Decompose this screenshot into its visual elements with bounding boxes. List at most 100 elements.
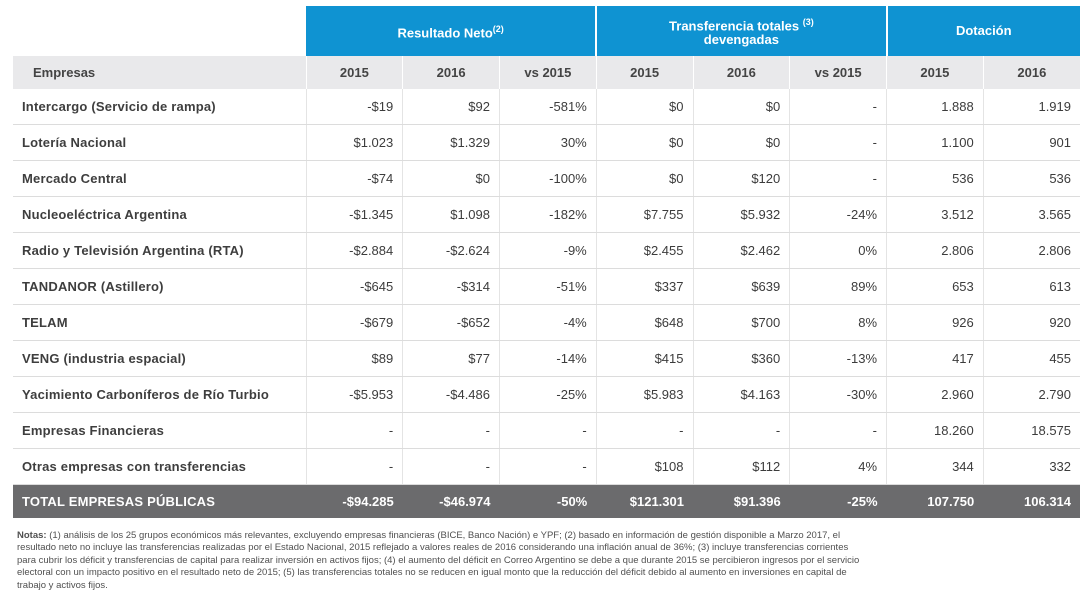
row-value-cell: -$2.624 [402, 232, 500, 269]
header-spacer [13, 6, 306, 56]
row-value-cell: $89 [305, 340, 403, 377]
row-value-cell: $0 [402, 160, 500, 197]
footnotes: Notas: (1) análisis de los 25 grupos eco… [17, 530, 867, 592]
table-row: Radio y Televisión Argentina (RTA) -$2.88… [13, 232, 1081, 269]
column-header: 2015 [305, 56, 403, 89]
row-value-cell: 1.888 [886, 89, 984, 125]
row-company-name: Nucleoeléctrica Argentina [13, 196, 306, 233]
row-value-cell: $77 [402, 340, 500, 377]
row-value-cell: $360 [692, 340, 790, 377]
row-value-cell: - [499, 412, 597, 449]
row-value-cell: 2.806 [886, 232, 984, 269]
row-value-cell: $0 [595, 160, 693, 197]
row-value-cell: 89% [789, 268, 887, 305]
row-value-cell: -$5.953 [305, 376, 403, 413]
table-row: Intercargo (Servicio de rampa) -$19 $92 -58… [13, 89, 1081, 125]
row-company-name: Empresas Financieras [13, 412, 306, 449]
row-value-cell: 332 [982, 448, 1081, 485]
row-value-cell: $112 [692, 448, 790, 485]
row-value-cell: -581% [499, 89, 597, 125]
row-value-cell: - [402, 448, 500, 485]
row-value-cell: -$74 [305, 160, 403, 197]
row-value-cell: $0 [595, 89, 693, 125]
row-value-cell: $0 [595, 124, 693, 161]
table-row: VENG (industria espacial) $89 $77 -14% $415 $… [13, 340, 1081, 377]
row-value-cell: $7.755 [595, 196, 693, 233]
results-table: Resultado Neto(2) Transferencia totales … [13, 6, 1081, 518]
row-value-cell: $1.098 [402, 196, 500, 233]
header-resultado-neto-note: (2) [492, 23, 504, 34]
row-company-name: TELAM [13, 304, 306, 341]
row-value-cell: -51% [499, 268, 597, 305]
table-row: TELAM -$679 -$652 -4% $648 $700 8% 926 920 [13, 304, 1081, 341]
total-cell: $91.396 [693, 484, 790, 518]
row-value-cell: 1.100 [886, 124, 984, 161]
table-body: Intercargo (Servicio de rampa) -$19 $92 -58… [13, 89, 1081, 485]
total-row: TOTAL EMPRESAS PÚBLICAS -$94.285 -$46.97… [13, 484, 1081, 518]
total-cell: -25% [789, 484, 887, 518]
column-header: 2016 [982, 56, 1081, 89]
row-value-cell: 653 [886, 268, 984, 305]
row-value-cell: 536 [886, 160, 984, 197]
table-row: Mercado Central -$74 $0 -100% $0 $120-536 536 [13, 160, 1081, 197]
row-company-name: Intercargo (Servicio de rampa) [13, 89, 306, 125]
column-header: 2015 [595, 56, 693, 89]
row-value-cell: $639 [692, 268, 790, 305]
row-value-cell: $4.163 [692, 376, 790, 413]
row-company-name: VENG (industria espacial) [13, 340, 306, 377]
row-value-cell: $5.983 [595, 376, 693, 413]
row-value-cell: -14% [499, 340, 597, 377]
row-value-cell: $415 [595, 340, 693, 377]
row-value-cell: - [305, 412, 403, 449]
column-header-empresas: Empresas [13, 56, 306, 89]
footnotes-text: (1) análisis de los 25 grupos económicos… [17, 530, 860, 591]
row-value-cell: $0 [692, 124, 790, 161]
row-value-cell: - [789, 412, 887, 449]
row-value-cell: 920 [982, 304, 1081, 341]
row-value-cell: $700 [692, 304, 790, 341]
row-company-name: Otras empresas con transferencias [13, 448, 306, 485]
row-value-cell: - [789, 89, 887, 125]
header-dotacion: Dotación [885, 6, 1081, 56]
row-value-cell: - [499, 448, 597, 485]
total-cell: -$94.285 [306, 484, 403, 518]
row-value-cell: - [692, 412, 790, 449]
row-value-cell: $108 [595, 448, 693, 485]
row-value-cell: - [595, 412, 693, 449]
row-value-cell: -30% [789, 376, 887, 413]
row-value-cell: -$19 [305, 89, 403, 125]
row-value-cell: 1.919 [982, 89, 1081, 125]
table-row: Nucleoeléctrica Argentina -$1.345 $1.098 -1… [13, 196, 1081, 233]
total-cell: -$46.974 [402, 484, 500, 518]
row-value-cell: 344 [886, 448, 984, 485]
row-value-cell: $2.462 [692, 232, 790, 269]
row-value-cell: 2.960 [886, 376, 984, 413]
row-value-cell: 3.512 [886, 196, 984, 233]
column-header: 2016 [402, 56, 500, 89]
row-value-cell: $0 [692, 89, 790, 125]
row-value-cell: -$314 [402, 268, 500, 305]
row-value-cell: $1.329 [402, 124, 500, 161]
total-cell: 107.750 [886, 484, 984, 518]
row-value-cell: $120 [692, 160, 790, 197]
total-cell: 106.314 [983, 484, 1081, 518]
total-row-label: TOTAL EMPRESAS PÚBLICAS [13, 484, 306, 518]
row-company-name: Radio y Televisión Argentina (RTA) [13, 232, 306, 269]
row-value-cell: 2.806 [982, 232, 1081, 269]
column-header: 2015 [886, 56, 984, 89]
row-value-cell: $337 [595, 268, 693, 305]
row-value-cell: - [789, 160, 887, 197]
row-value-cell: - [305, 448, 403, 485]
row-value-cell: - [789, 124, 887, 161]
row-value-cell: -$2.884 [305, 232, 403, 269]
row-value-cell: -$652 [402, 304, 500, 341]
row-company-name: Lotería Nacional [13, 124, 306, 161]
row-value-cell: 0% [789, 232, 887, 269]
row-company-name: Yacimiento Carboníferos de Río Turbio [13, 376, 306, 413]
row-value-cell: 4% [789, 448, 887, 485]
row-value-cell: $1.023 [305, 124, 403, 161]
header-dotacion-label: Dotación [955, 23, 1012, 38]
header-transferencia-line2: devengadas [703, 32, 779, 48]
column-header-row: Empresas 2015 2016 vs 2015 2015 2016 vs … [13, 56, 1081, 89]
row-value-cell: 455 [982, 340, 1081, 377]
